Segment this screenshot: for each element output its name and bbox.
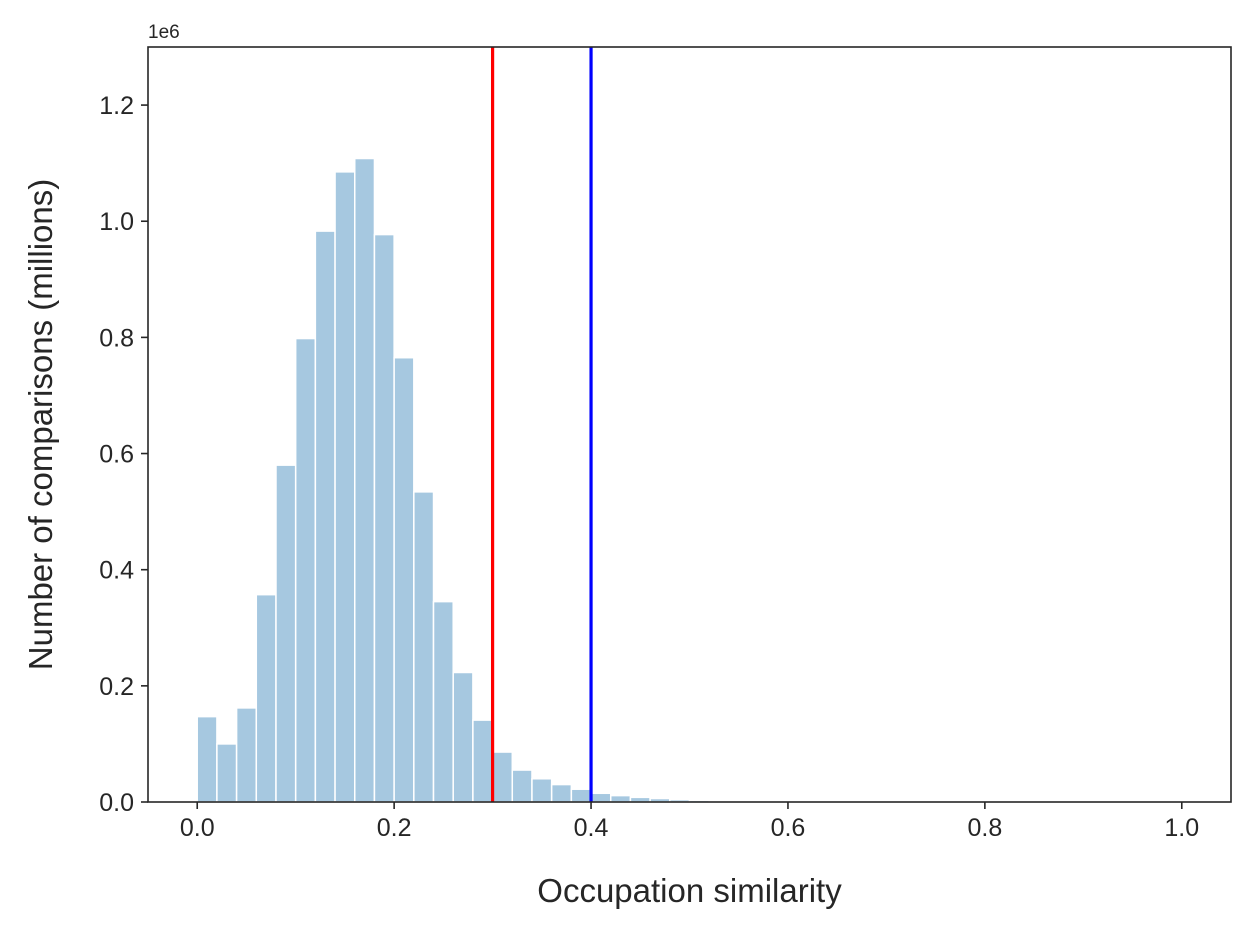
histogram-bar — [334, 171, 356, 803]
histogram-bar — [491, 751, 514, 803]
histogram-bar — [609, 794, 632, 803]
histogram-bar — [550, 783, 573, 803]
histogram-bar — [393, 356, 415, 803]
y-axis-title: Number of comparisons (millions) — [22, 179, 59, 670]
histogram-bar — [511, 769, 533, 803]
y-tick-label: 1.2 — [99, 92, 134, 120]
x-tick-label: 0.6 — [771, 814, 806, 842]
plot-frame — [147, 46, 1232, 803]
histogram-bar — [196, 715, 218, 803]
threshold-lines — [490, 47, 593, 802]
y-tick-label: 0.6 — [99, 441, 134, 469]
histogram-bar — [432, 600, 454, 803]
y-axis-offset-label: 1e6 — [148, 22, 180, 43]
histogram-bars — [196, 157, 1183, 803]
histogram-bar — [472, 719, 494, 803]
histogram-bar — [275, 464, 297, 803]
histogram-bar — [354, 157, 376, 803]
x-tick-label: 1.0 — [1164, 814, 1199, 842]
histogram-bar — [314, 230, 336, 803]
x-tick-label: 0.2 — [377, 814, 412, 842]
y-tick-label: 1.0 — [99, 208, 134, 236]
y-tick-label: 0.2 — [99, 673, 134, 701]
x-axis-title: Occupation similarity — [537, 872, 842, 909]
y-tick-label: 0.4 — [99, 557, 134, 585]
histogram-bar — [216, 743, 238, 803]
histogram-bar — [235, 707, 258, 803]
x-axis-ticks: 0.0 0.2 0.4 0.6 0.8 1.0 — [180, 802, 1199, 842]
histogram-bar — [531, 778, 553, 803]
histogram-bar — [452, 671, 474, 803]
x-tick-label: 0.0 — [180, 814, 215, 842]
histogram-bar — [373, 233, 395, 803]
histogram-bar — [413, 491, 435, 803]
y-axis-ticks: 0.0 0.2 0.4 0.6 0.8 1.0 1.2 — [99, 92, 148, 817]
histogram-bar — [294, 337, 317, 803]
x-tick-label: 0.8 — [967, 814, 1002, 842]
histogram-bar — [590, 792, 612, 803]
y-tick-label: 0.0 — [99, 789, 134, 817]
histogram-bar — [570, 788, 592, 803]
histogram-bar — [255, 593, 277, 803]
x-tick-label: 0.4 — [574, 814, 609, 842]
y-tick-label: 0.8 — [99, 324, 134, 352]
